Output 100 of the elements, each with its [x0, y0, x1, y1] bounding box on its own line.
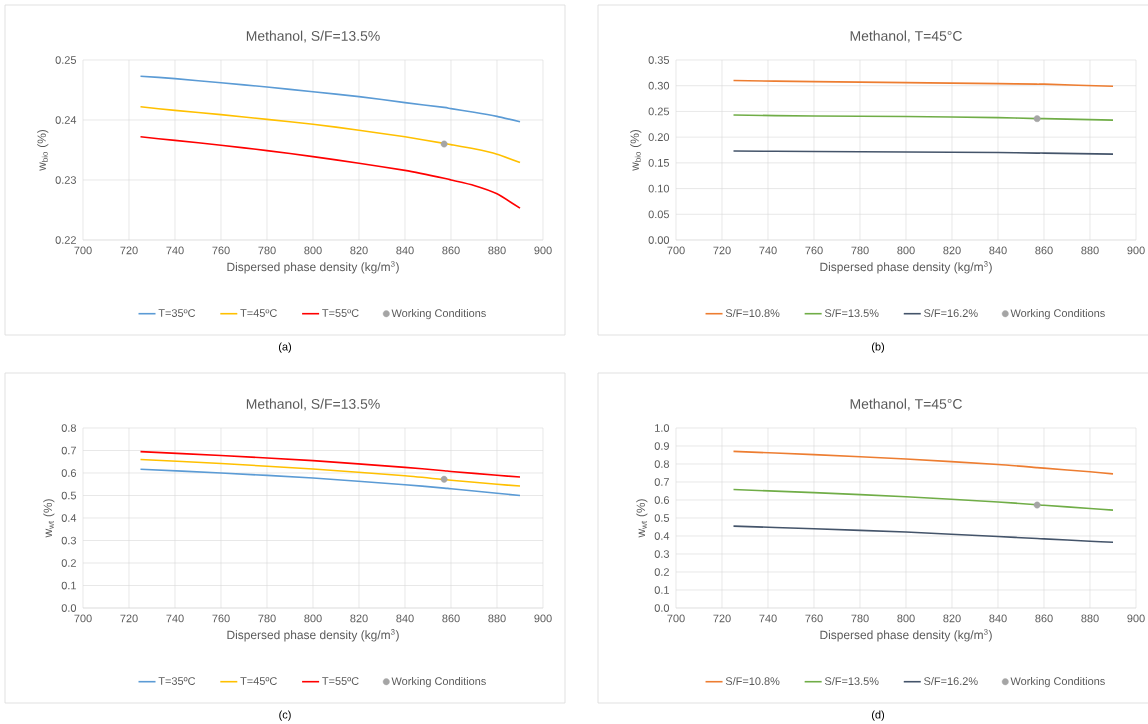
y-axis-title: w$_{wt}$ (%): [43, 499, 55, 538]
x-tick-label: 840: [989, 614, 1007, 623]
x-axis-title: Dispersed phase density (kg/m$^{3}$): [820, 629, 992, 642]
y-tick-label: 0.25: [55, 56, 77, 64]
y-axis-title: w$_{wt}$ (%): [636, 499, 648, 538]
y-tick-label: 0.15: [648, 158, 670, 167]
legend-label: S/F=10.8%: [725, 308, 780, 318]
y-tick-label: 0.30: [648, 81, 670, 90]
x-tick-label: 760: [805, 246, 823, 255]
x-tick-label: 880: [488, 614, 506, 623]
legend-label: T=45ºC: [240, 677, 277, 685]
x-tick-label: 760: [212, 614, 230, 623]
y-tick-label: 0.7: [61, 446, 76, 455]
y-tick-label: 0.20: [648, 133, 670, 142]
x-tick-label: 720: [713, 614, 731, 623]
y-tick-label: 0.00: [648, 236, 670, 244]
legend-label: S/F=13.5%: [824, 677, 879, 686]
y-tick-label: 0.3: [654, 550, 669, 558]
x-tick-label: 780: [851, 246, 869, 255]
y-tick-label: 0.8: [654, 460, 669, 468]
x-tick-label: 740: [759, 246, 777, 255]
y-tick-label: 0.5: [61, 491, 77, 500]
chart-title: Methanol, T=45°C: [850, 30, 962, 43]
x-tick-label: 860: [1035, 614, 1053, 623]
y-tick-label: 0.2: [61, 559, 76, 567]
line-series: [732, 525, 1114, 544]
x-tick-label: 880: [1081, 246, 1099, 255]
y-tick-label: 0.1: [61, 581, 76, 590]
legend-label: T=45ºC: [240, 309, 277, 317]
x-tick-label: 860: [442, 614, 460, 623]
x-tick-label: 860: [1035, 246, 1053, 255]
x-tick-label: 720: [120, 614, 138, 623]
y-tick-label: 0.6: [654, 496, 669, 504]
x-tick-label: 700: [667, 246, 685, 255]
line-series: [139, 468, 521, 497]
x-tick-label: 760: [805, 614, 823, 623]
x-tick-label: 800: [897, 246, 915, 255]
legend-label: T=35ºC: [158, 309, 196, 317]
x-axis-title: Dispersed phase density (kg/m$^{3}$): [227, 629, 399, 642]
x-tick-label: 780: [258, 614, 276, 623]
y-tick-label: 0.4: [61, 514, 77, 522]
x-tick-label: 900: [534, 614, 552, 623]
y-tick-label: 0.0: [654, 604, 670, 612]
text: (a): [278, 342, 292, 353]
chart-title: Methanol, S/F=13.5%: [246, 30, 380, 43]
x-tick-label: 820: [943, 246, 961, 255]
y-tick-label: 0.22: [55, 236, 76, 244]
x-tick-label: 820: [350, 614, 368, 623]
y-tick-label: 0.05: [648, 210, 670, 219]
text: (c): [279, 710, 291, 721]
text: (d): [871, 710, 885, 721]
legend-label: T=55ºC: [322, 677, 359, 685]
x-tick-label: 800: [304, 246, 322, 255]
y-tick-label: 0.10: [648, 184, 670, 193]
y-tick-label: 0.25: [648, 107, 670, 116]
x-tick-label: 700: [74, 246, 92, 255]
x-tick-label: 700: [667, 614, 685, 623]
y-axis-title: w$_{bio}$ (%): [37, 129, 49, 171]
y-tick-label: 0.7: [654, 478, 669, 486]
y-axis-title: w$_{bio}$ (%): [630, 129, 642, 171]
line-series: [139, 136, 521, 209]
y-tick-label: 0.0: [61, 604, 77, 612]
legend-label: S/F=16.2%: [924, 677, 978, 686]
x-tick-label: 820: [943, 614, 961, 623]
y-tick-label: 0.1: [654, 586, 669, 594]
y-tick-label: 0.8: [61, 424, 76, 432]
x-tick-label: 900: [1127, 246, 1145, 255]
x-tick-label: 720: [713, 246, 731, 255]
x-tick-label: 740: [166, 614, 184, 623]
legend-label: S/F=10.8%: [725, 677, 780, 686]
y-tick-label: 0.9: [654, 442, 669, 450]
legend-label: Working Conditions: [1010, 677, 1105, 688]
y-tick-label: 0.5: [654, 514, 670, 522]
legend-label: Working Conditions: [391, 676, 486, 688]
x-tick-label: 900: [1127, 614, 1145, 623]
x-tick-label: 840: [989, 246, 1007, 255]
x-tick-label: 880: [1081, 614, 1099, 623]
x-tick-label: 900: [534, 246, 552, 255]
x-tick-label: 800: [897, 614, 915, 623]
x-tick-label: 860: [442, 246, 460, 255]
line-series: [732, 450, 1114, 475]
legend-label: Working Conditions: [1010, 308, 1105, 320]
line-series: [732, 488, 1114, 511]
x-tick-label: 700: [74, 614, 92, 623]
x-tick-label: 740: [759, 614, 777, 623]
legend-label: Working Conditions: [391, 308, 486, 320]
x-tick-label: 840: [396, 246, 414, 255]
y-tick-label: 0.4: [654, 532, 670, 540]
x-tick-label: 760: [212, 246, 230, 255]
x-axis-title: Dispersed phase density (kg/m$^{3}$): [227, 261, 399, 274]
x-tick-label: 880: [488, 246, 506, 255]
legend-label: T=55ºC: [322, 309, 359, 317]
x-axis-title: Dispersed phase density (kg/m$^{3}$): [820, 261, 992, 274]
x-tick-label: 720: [120, 246, 138, 255]
y-tick-label: 0.6: [61, 469, 76, 477]
line-series: [139, 450, 521, 478]
x-tick-label: 780: [851, 614, 869, 623]
x-tick-label: 740: [166, 246, 184, 255]
x-tick-label: 840: [396, 614, 414, 623]
y-tick-label: 0.3: [61, 536, 76, 545]
